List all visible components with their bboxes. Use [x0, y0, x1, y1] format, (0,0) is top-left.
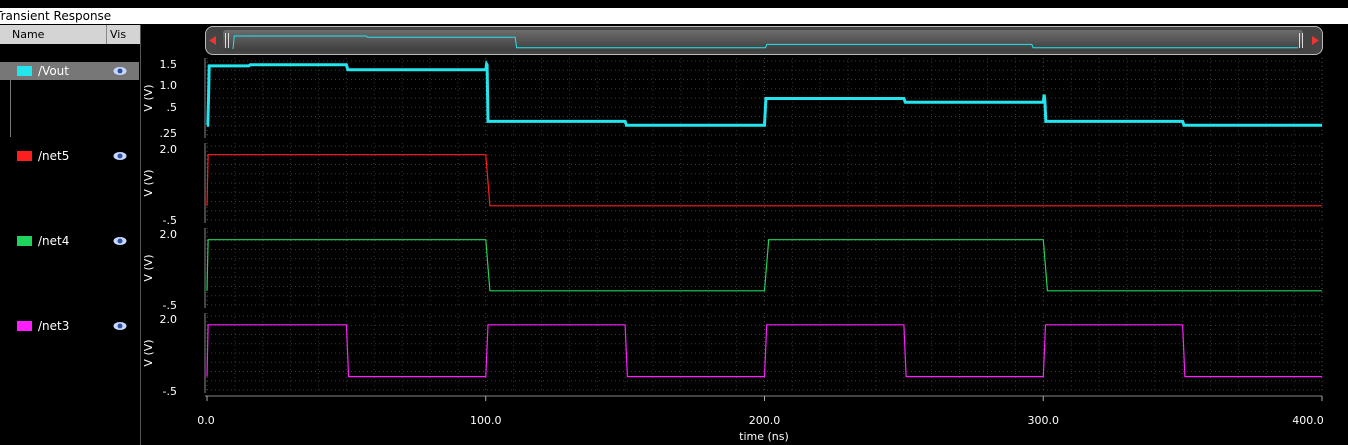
signal-item-net4[interactable]: /net4: [0, 232, 139, 250]
signal-name: /net4: [38, 234, 70, 248]
subplot-net3: 2.0 -.5 V (V): [142, 313, 1323, 398]
series-line-net5: [206, 154, 1322, 207]
arrow-left-icon[interactable]: [209, 36, 216, 45]
y-tick-label: 1.5: [160, 58, 178, 71]
series-line-net4: [206, 239, 1322, 292]
signal-color-swatch: [17, 151, 32, 161]
tree-connector: [10, 65, 11, 137]
y-tick-label: -.5: [163, 214, 177, 227]
eye-icon[interactable]: [113, 151, 127, 161]
signal-name: /net5: [38, 149, 70, 163]
signal-item-net3[interactable]: /net3: [0, 317, 139, 335]
subplot-vout: 1.5 1.0 .5 .25 V (V): [142, 58, 1323, 140]
overview-trace: [232, 35, 1298, 50]
name-column-header[interactable]: Name: [0, 25, 107, 44]
y-tick-label: 1.0: [160, 79, 178, 92]
window-title: Transient Response: [0, 9, 112, 23]
series-line-net3: [206, 324, 1322, 378]
signal-color-swatch: [17, 236, 32, 246]
y-tick-label: 2.0: [160, 228, 178, 241]
signal-item-vout[interactable]: /Vout: [0, 62, 139, 80]
y-tick-label: -.5: [163, 299, 177, 312]
y-tick-label: 2.0: [160, 143, 178, 156]
signal-list-header: Name Vis: [0, 25, 140, 44]
x-tick-label: 100.0: [470, 414, 502, 427]
series-line-vout: [206, 59, 1322, 127]
signal-item-net5[interactable]: /net5: [0, 147, 139, 165]
eye-icon[interactable]: [113, 236, 127, 246]
y-axis-label: V (V): [142, 169, 155, 196]
subplot-net4: 2.0 -.5 V (V): [142, 228, 1323, 312]
overview-series-vout: [232, 35, 1298, 50]
signal-list-panel: Name Vis /Vout /net5 /net4 /net3: [0, 25, 141, 445]
window-title-bar: Transient Response: [0, 8, 1348, 24]
y-axis-label: V (V): [142, 84, 155, 111]
signal-name: /net3: [38, 319, 70, 333]
x-tick-label: 400.0: [1292, 414, 1324, 427]
thumb-left-grip[interactable]: [225, 33, 229, 48]
signal-color-swatch: [17, 66, 32, 76]
x-tick-label: 200.0: [749, 414, 781, 427]
signal-name: /Vout: [38, 64, 69, 78]
eye-icon[interactable]: [113, 66, 127, 76]
x-axis-label: time (ns): [739, 430, 789, 443]
scrollbar-thumb[interactable]: [223, 30, 1303, 51]
x-tick-label: 0.0: [197, 414, 215, 427]
eye-icon[interactable]: [113, 321, 127, 331]
subplot-net5: 2.0 -.5 V (V): [142, 143, 1323, 227]
y-tick-label: .5: [167, 101, 178, 114]
y-tick-label: 2.0: [160, 313, 178, 326]
overview-scrollbar[interactable]: [205, 26, 1323, 55]
y-tick-label: .25: [160, 127, 178, 140]
signal-color-swatch: [17, 321, 32, 331]
y-axis-label: V (V): [142, 254, 155, 281]
x-tick-label: 300.0: [1028, 414, 1060, 427]
y-tick-label: -.5: [163, 385, 177, 398]
vis-column-header[interactable]: Vis: [110, 28, 127, 41]
y-axis-label: V (V): [142, 339, 155, 366]
arrow-right-icon[interactable]: [1312, 36, 1319, 45]
thumb-right-grip[interactable]: [1299, 33, 1303, 48]
